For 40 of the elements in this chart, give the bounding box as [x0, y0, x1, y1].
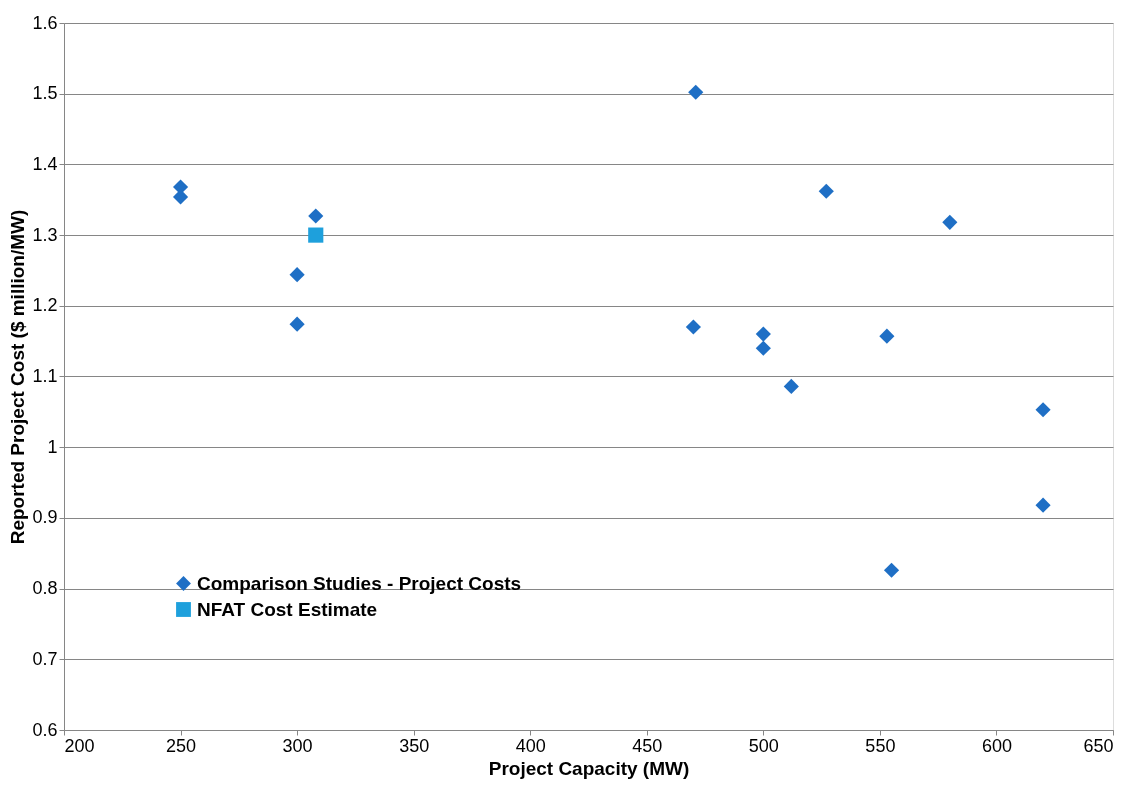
y-tick-label: 1.3: [32, 224, 58, 245]
y-tick-label: 1: [47, 436, 58, 457]
y-tick-label: 1.5: [32, 83, 58, 104]
y-tick-label: 1.4: [32, 153, 58, 174]
x-tick-label: 500: [748, 735, 779, 756]
y-tick-label: 0.8: [32, 578, 58, 599]
y-axis-title: Reported Project Cost ($ million/MW): [7, 209, 29, 545]
y-tick-label: 1.1: [32, 366, 58, 386]
x-tick-label: 200: [64, 735, 95, 756]
point: [308, 227, 324, 243]
y-tick-label: 0.7: [32, 648, 58, 669]
legend-label: Comparison Studies - Project Costs: [197, 572, 522, 594]
point: [289, 267, 305, 283]
point: [783, 378, 799, 394]
point: [879, 328, 895, 344]
point: [1035, 402, 1051, 418]
x-tick-label: 550: [865, 735, 896, 756]
x-tick-label: 250: [166, 735, 197, 756]
point: [755, 340, 771, 356]
y-tick-label: 1.6: [32, 12, 58, 33]
point: [1035, 497, 1051, 513]
x-tick-label: 300: [282, 735, 313, 756]
y-tick-label: 1.2: [32, 295, 58, 316]
x-tick-label: 350: [399, 735, 430, 756]
point: [818, 183, 834, 199]
x-tick-label: 600: [981, 735, 1012, 756]
y-tick-label: 0.6: [32, 719, 58, 740]
x-tick-label: 650: [1083, 735, 1114, 756]
point: [289, 316, 305, 332]
legend-label: NFAT Cost Estimate: [197, 598, 378, 620]
point: [755, 326, 771, 342]
point: [883, 562, 900, 578]
x-tick-label: 450: [632, 735, 663, 756]
point: [688, 84, 704, 100]
point: [685, 319, 701, 335]
x-tick-label: 400: [515, 735, 546, 756]
y-tick-label: 0.9: [32, 507, 58, 528]
point: [942, 214, 958, 230]
x-axis-title: Project Capacity (MW): [488, 757, 690, 779]
point: [308, 208, 324, 224]
